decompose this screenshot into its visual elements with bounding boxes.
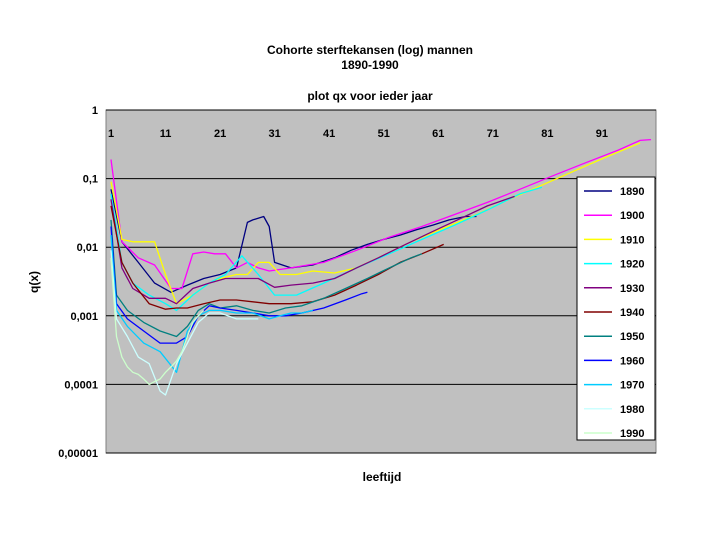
y-tick-label: 0,01 (77, 242, 98, 254)
series-line-1900 (110, 138, 652, 290)
y-tick-label: 0,0001 (64, 379, 98, 391)
chart-title: Cohorte sterftekansen (log) mannen (267, 43, 473, 57)
legend-label-1990: 1990 (620, 428, 644, 440)
series-line-1960 (110, 226, 368, 344)
legend-label-1920: 1920 (620, 259, 644, 271)
y-tick-label: 0,001 (70, 311, 98, 323)
chart-subtitle: plot qx voor ieder jaar (307, 89, 433, 103)
legend (576, 176, 656, 441)
x-tick-label: 11 (160, 128, 172, 140)
x-tick-label: 41 (323, 128, 335, 140)
legend-label-1930: 1930 (620, 283, 644, 295)
legend-label-1900: 1900 (620, 210, 644, 222)
series-line-1990 (110, 257, 205, 386)
y-axis-label: q(x) (27, 271, 41, 293)
y-tick-label: 0,00001 (58, 448, 98, 460)
x-tick-label: 61 (432, 128, 444, 140)
series-line-1950 (110, 219, 423, 338)
legend-label-1940: 1940 (620, 307, 644, 319)
legend-label-1960: 1960 (620, 355, 644, 367)
chart-title-years: 1890-1990 (341, 58, 399, 72)
legend-label-1980: 1980 (620, 404, 644, 416)
x-tick-label: 81 (541, 128, 553, 140)
x-axis-label: leeftijd (363, 470, 402, 484)
series-line-1940 (110, 205, 444, 310)
series-line-1980 (110, 250, 259, 396)
y-tick-label: 0,1 (83, 174, 98, 186)
series-line-1890 (110, 189, 477, 293)
x-tick-label: 91 (596, 128, 608, 140)
x-tick-label: 21 (214, 128, 226, 140)
series-line-1970 (110, 235, 313, 373)
x-tick-label: 71 (487, 128, 499, 140)
legend-label-1910: 1910 (620, 234, 644, 246)
series-line-1930 (110, 195, 515, 305)
legend-label-1970: 1970 (620, 380, 644, 392)
legend-label-1950: 1950 (620, 331, 644, 343)
x-tick-label: 51 (378, 128, 390, 140)
x-tick-label: 31 (269, 128, 281, 140)
y-tick-label: 1 (92, 105, 98, 117)
plot-area (105, 109, 657, 454)
x-tick-label: 1 (108, 128, 114, 140)
legend-label-1890: 1890 (620, 186, 644, 198)
